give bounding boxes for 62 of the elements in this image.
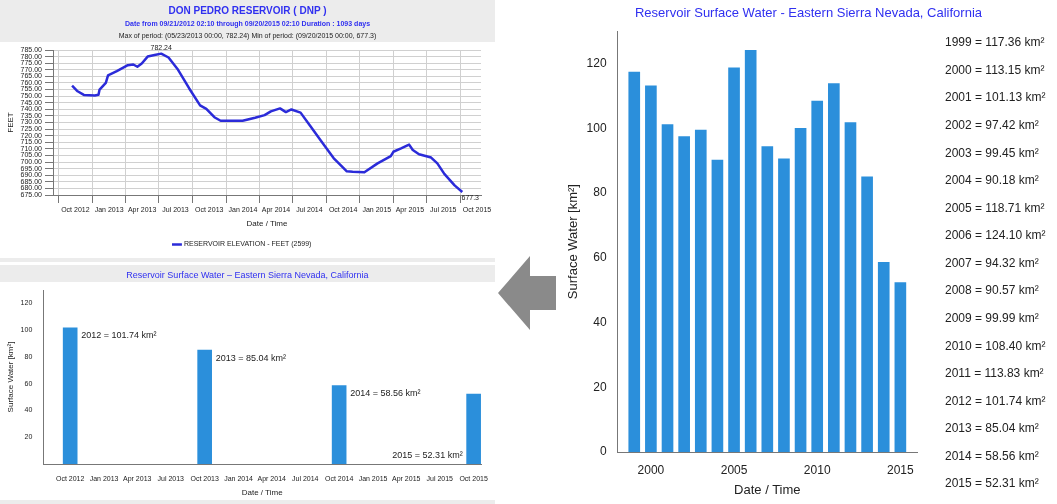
bar bbox=[62, 327, 78, 464]
text: 2008 = 90.57 km² bbox=[945, 283, 1039, 298]
bar bbox=[466, 393, 481, 464]
annotation: 2012 = 101.74 km² bbox=[81, 330, 157, 341]
bar bbox=[811, 100, 824, 452]
bar bbox=[744, 49, 757, 452]
text: 2011 = 113.83 km² bbox=[945, 366, 1044, 381]
x-axis-title: Date / Time bbox=[734, 481, 801, 497]
bar bbox=[877, 262, 890, 452]
x-tick-label: 2010 bbox=[803, 462, 831, 477]
x-axis-title: Date / Time bbox=[241, 488, 284, 498]
bar bbox=[761, 146, 774, 452]
bar bbox=[728, 67, 740, 452]
x-axis-title: Date / Time bbox=[246, 219, 289, 229]
bar bbox=[197, 349, 212, 464]
text: 2002 = 97.42 km² bbox=[945, 118, 1039, 132]
text: 2014 = 58.56 km² bbox=[945, 448, 1039, 463]
bar bbox=[711, 159, 724, 452]
y-tick-label: 100 bbox=[586, 120, 607, 135]
annotation: 2013 = 85.04 km² bbox=[215, 352, 286, 363]
bar bbox=[894, 282, 907, 452]
text: 2004 = 90.18 km² bbox=[945, 173, 1039, 188]
y-axis-title: Surface Water [km²] bbox=[565, 184, 581, 300]
bar bbox=[861, 176, 873, 452]
annotation: 2014 = 58.56 km² bbox=[350, 388, 421, 399]
bar bbox=[694, 129, 707, 452]
y-tick-label: 20 bbox=[593, 379, 607, 394]
text: 1999 = 117.36 km² bbox=[945, 35, 1045, 50]
text: 2003 = 99.45 km² bbox=[945, 145, 1039, 160]
bar bbox=[828, 83, 840, 452]
chart-title: DON PEDRO RESERVOIR ( DNP ) bbox=[167, 4, 328, 18]
x-tick-label: 2015 bbox=[887, 462, 915, 477]
text: 2006 = 124.10 km² bbox=[945, 228, 1046, 243]
x-tick-label: 2005 bbox=[720, 462, 748, 477]
text: 2015 = 52.31 km² bbox=[945, 476, 1039, 491]
annotation: 2015 = 52.31 km² bbox=[392, 450, 463, 461]
y-tick-label: 120 bbox=[586, 55, 607, 70]
text: 2009 = 99.99 km² bbox=[945, 310, 1039, 325]
text: 2012 = 101.74 km² bbox=[945, 393, 1046, 408]
y-tick-label: 40 bbox=[593, 314, 607, 329]
text: 2000 = 113.15 km² bbox=[945, 62, 1045, 77]
chart-title: Reservoir Surface Water - Eastern Sierra Nevada, California bbox=[633, 4, 983, 21]
text: 2001 = 101.13 km² bbox=[945, 90, 1046, 105]
y-tick-label: 60 bbox=[593, 250, 607, 265]
text: 2010 = 108.40 km² bbox=[945, 338, 1046, 353]
x-tick-label: 2000 bbox=[637, 462, 665, 477]
bar bbox=[678, 136, 690, 452]
text: 2007 = 94.32 km² bbox=[945, 255, 1039, 270]
text: 2013 = 85.04 km² bbox=[945, 421, 1039, 436]
y-tick-label: 80 bbox=[593, 185, 607, 200]
bar bbox=[844, 122, 857, 452]
y-axis-title: Surface Water [km²] bbox=[6, 341, 15, 413]
y-tick-label: 0 bbox=[599, 444, 607, 459]
bar bbox=[645, 85, 657, 452]
bar bbox=[331, 385, 347, 464]
bar bbox=[628, 71, 641, 452]
chart-title: Reservoir Surface Water – Eastern Sierra Nevada, California bbox=[125, 269, 370, 282]
y-axis-title: FEET bbox=[6, 112, 15, 133]
bar bbox=[778, 158, 790, 452]
bar bbox=[794, 128, 807, 452]
text: 2005 = 118.71 km² bbox=[945, 200, 1045, 215]
bar bbox=[661, 124, 674, 452]
